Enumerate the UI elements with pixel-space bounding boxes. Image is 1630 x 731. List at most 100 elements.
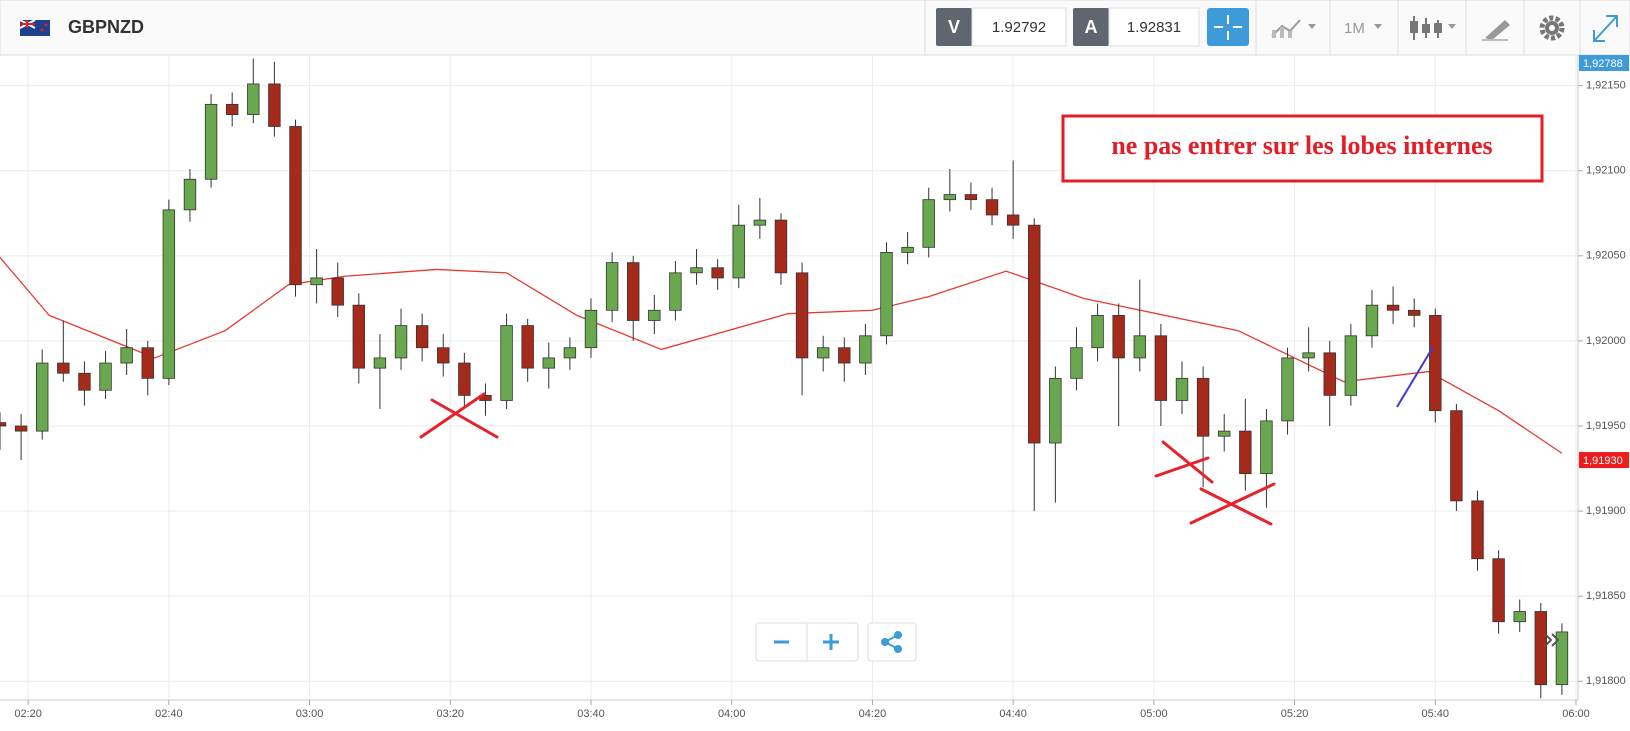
y-tick-label: 1,91950 [1586, 420, 1626, 432]
candle-body [1049, 377, 1062, 444]
x-tick-label: 04:00 [718, 708, 746, 720]
candle-body [183, 178, 197, 211]
ask-label: A [1085, 17, 1098, 37]
candle-body [563, 347, 577, 359]
candle-body [310, 277, 323, 286]
candle-body [1555, 631, 1569, 686]
y-tick-label: 1,92100 [1586, 165, 1626, 177]
candle-body [141, 347, 154, 379]
x-tick-label: 02:40 [155, 708, 183, 720]
y-tick-label: 1,91850 [1586, 590, 1626, 602]
x-tick-label: 02:20 [14, 708, 42, 720]
zoom-in[interactable] [823, 634, 839, 650]
candle-body [1006, 214, 1020, 226]
candle-body [57, 362, 70, 374]
candle-body [14, 425, 28, 432]
candle-body [120, 347, 133, 364]
bid-label-box [936, 8, 972, 46]
candle-body [605, 262, 619, 311]
candle-body [1028, 224, 1041, 444]
price-tag-label: 1,91930 [1583, 455, 1623, 467]
candle-body [500, 325, 513, 401]
x-tick-label: 03:40 [577, 708, 605, 720]
candle-body [732, 224, 745, 279]
x-tick-label: 04:40 [999, 708, 1027, 720]
y-tick-label: 1,92150 [1586, 80, 1626, 92]
candle-body [1218, 430, 1231, 437]
candle-body [1281, 357, 1294, 422]
x-tick-label: 03:00 [296, 708, 324, 720]
candle-body [99, 362, 112, 391]
candle-body [985, 199, 999, 216]
candle-body [1260, 420, 1273, 475]
candle-body [1534, 611, 1548, 686]
drawn-marks [419, 392, 1276, 526]
candle-body [1471, 500, 1484, 560]
drawn-line [1396, 346, 1434, 408]
candle-body [394, 325, 408, 359]
candle-body [1154, 335, 1168, 401]
candle-body [1302, 352, 1315, 359]
candle-body [648, 309, 661, 321]
candle-body [795, 272, 809, 359]
draw-button[interactable] [1482, 20, 1510, 41]
candle-body [437, 347, 450, 364]
candle-body [943, 194, 957, 201]
bid-box [971, 7, 1067, 47]
candle-body [0, 422, 7, 427]
annotation: ne pas entrer sur les lobes internes [1111, 131, 1492, 160]
bid-price: 1.92792 [992, 19, 1046, 36]
settings-button[interactable] [1539, 15, 1565, 41]
price-tag [1579, 452, 1629, 469]
candle-body [922, 199, 935, 248]
chart-type-button[interactable] [1410, 16, 1456, 40]
candle-body [542, 357, 555, 369]
candle-body [1344, 335, 1358, 396]
crosshair-button[interactable] [1207, 8, 1249, 46]
candle-body [268, 83, 281, 127]
candle-body [964, 194, 978, 201]
share-button[interactable] [867, 622, 917, 662]
candle-body [1429, 314, 1442, 412]
candle-body [1450, 410, 1463, 502]
symbol: GBPNZD [68, 17, 144, 37]
candle-body [78, 372, 91, 391]
bid-label: V [948, 17, 960, 37]
plot-area: 1,92150 1,92100 1,92050 1,92000 1,91950 1,919… [0, 55, 1629, 720]
candle-body [289, 126, 302, 286]
candle-body [204, 103, 218, 180]
candle-body [331, 277, 344, 306]
candle-body [627, 262, 640, 321]
candle-body [225, 103, 239, 115]
timeframe-button[interactable]: 1M [1344, 20, 1382, 37]
indicators-button[interactable] [1271, 19, 1316, 38]
scroll-right[interactable] [1544, 633, 1560, 647]
candle-body [1070, 347, 1083, 379]
candle-body [373, 357, 387, 369]
y-tick-label: 1,92000 [1586, 335, 1626, 347]
candle-body [1112, 314, 1125, 359]
price-tag-label: 1,92788 [1583, 58, 1623, 70]
y-tick-label: 1,92050 [1586, 250, 1626, 262]
ask-box [1108, 7, 1200, 47]
candle-body [816, 347, 830, 359]
candle-body [669, 272, 682, 311]
ask-price: 1.92831 [1127, 19, 1181, 36]
timeframe[interactable]: 1M [1344, 20, 1365, 37]
candle-body [1365, 304, 1379, 337]
candle-body [1239, 430, 1252, 475]
x-tick-label: 05:20 [1281, 708, 1309, 720]
candle-body [1407, 309, 1421, 316]
candle-body [753, 219, 767, 226]
flag [19, 19, 50, 36]
candle-body [521, 325, 534, 369]
x-tick-label: 03:20 [437, 708, 465, 720]
candle-body [458, 362, 471, 396]
candle-body [1513, 611, 1526, 623]
grid [0, 55, 1578, 700]
candle-body [1091, 314, 1104, 349]
fullscreen-button[interactable] [1593, 15, 1618, 42]
candle-body [1323, 352, 1336, 396]
